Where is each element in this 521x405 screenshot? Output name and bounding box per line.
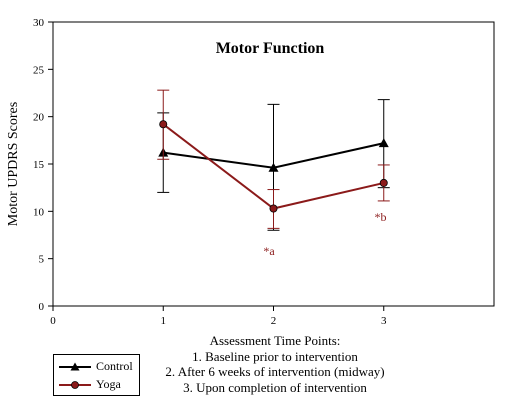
y-tick-label: 0 (39, 301, 45, 313)
data-point-yoga (379, 178, 388, 187)
legend-swatch-control (59, 362, 91, 371)
chart-title: Motor Function (216, 40, 325, 57)
legend-label-control: Control (96, 359, 133, 373)
data-point-control (268, 162, 279, 172)
significance-annotation: *b (374, 210, 386, 224)
data-point-control (378, 138, 389, 148)
legend-item-control: Control (58, 358, 138, 376)
series-yoga (157, 89, 390, 229)
y-tick-label: 5 (39, 254, 45, 266)
significance-annotation: *a (263, 244, 275, 258)
legend: Control Yoga (53, 354, 140, 396)
x-axis-label-line: 3. Upon completion of intervention (183, 379, 367, 395)
x-tick-label: 2 (271, 315, 277, 327)
y-tick-label: 15 (33, 159, 45, 171)
x-axis-label-line: Assessment Time Points: (209, 333, 341, 348)
x-tick-label: 1 (161, 315, 167, 327)
y-tick-label: 25 (33, 64, 45, 76)
x-tick-label: 0 (50, 315, 56, 327)
y-axis-label: Motor UPDRS Scores (6, 102, 21, 226)
legend-swatch-yoga (59, 381, 91, 389)
data-point-yoga (159, 120, 168, 129)
data-point-yoga (269, 204, 278, 213)
legend-item-yoga: Yoga (58, 376, 138, 394)
x-axis-label-line: 2. After 6 weeks of intervention (midway… (165, 364, 385, 379)
y-tick-label: 20 (33, 112, 45, 124)
y-tick-label: 30 (33, 17, 45, 29)
legend-label-yoga: Yoga (96, 377, 121, 391)
x-tick-label: 3 (381, 315, 387, 327)
y-tick-label: 10 (33, 206, 45, 218)
x-axis-label: Assessment Time Points: 1. Baseline prio… (140, 333, 410, 395)
x-axis-label-line: 1. Baseline prior to intervention (192, 348, 358, 364)
